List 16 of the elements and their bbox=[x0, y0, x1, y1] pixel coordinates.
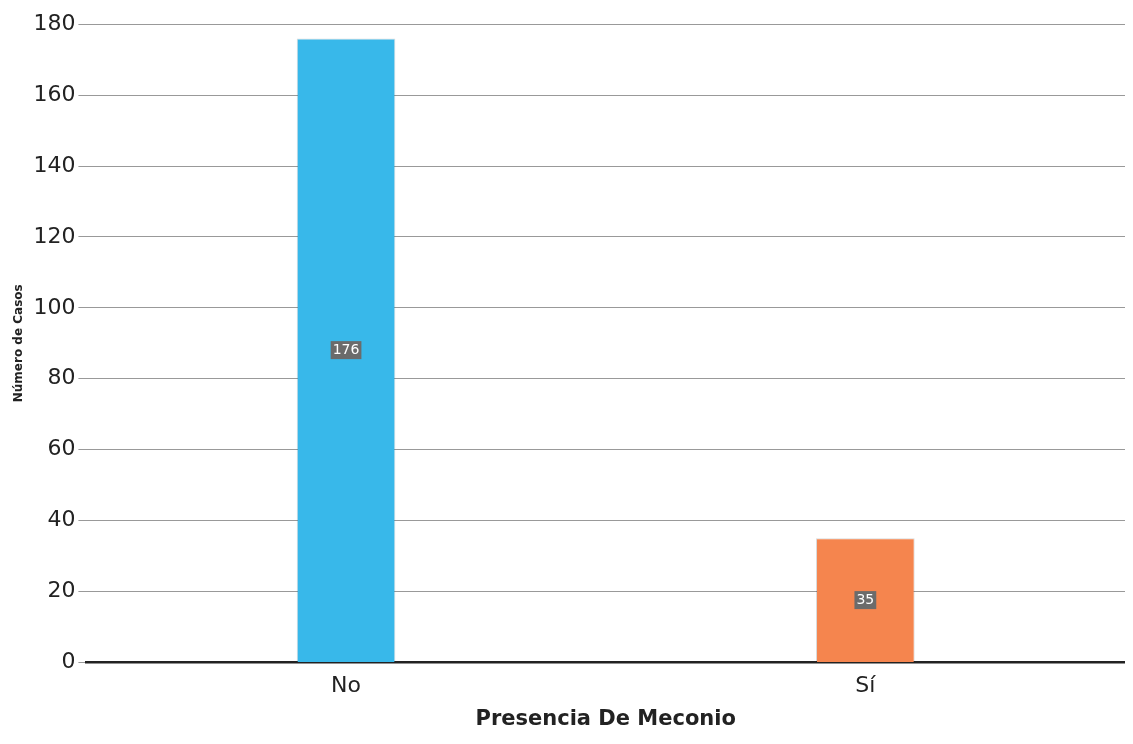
y-tick-label: 160 bbox=[33, 80, 76, 106]
y-tick-label: 0 bbox=[61, 648, 76, 674]
x-axis-title: Presencia De Meconio bbox=[475, 705, 736, 730]
y-tick-label: 80 bbox=[47, 364, 76, 390]
y-tick-label: 140 bbox=[33, 151, 76, 177]
y-tick-label: 60 bbox=[47, 435, 76, 461]
x-tick-label: No bbox=[331, 672, 361, 698]
y-tick-label: 20 bbox=[47, 577, 76, 603]
y-tick-label: 40 bbox=[47, 506, 76, 532]
y-tick-label: 120 bbox=[33, 222, 76, 248]
y-axis-title: Número de Casos bbox=[11, 284, 26, 403]
y-tick-label: 180 bbox=[33, 9, 76, 35]
data-label: 35 bbox=[856, 590, 875, 607]
data-label: 176 bbox=[332, 340, 360, 357]
x-tick-label: Sí bbox=[855, 672, 877, 698]
y-tick-label: 100 bbox=[33, 293, 76, 319]
